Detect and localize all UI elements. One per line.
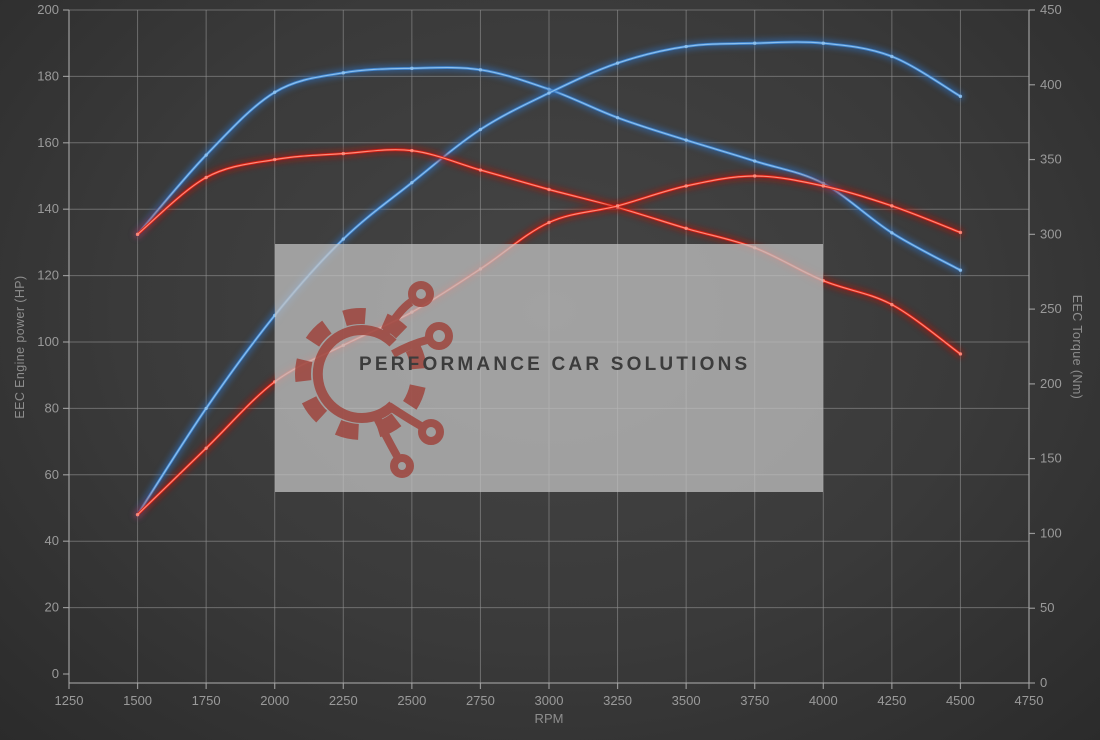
stock-torque-nm-point: [890, 302, 894, 307]
tuned-power-hp-point: [615, 61, 620, 65]
circuit-node: [418, 419, 444, 445]
right-tick-label: 50: [1040, 600, 1054, 615]
tuned-power-hp-point: [410, 180, 414, 185]
right-tick-label: 400: [1040, 77, 1062, 92]
tuned-torque-nm-point: [273, 90, 277, 94]
stock-power-hp-point: [821, 184, 825, 188]
tuned-power-hp-curve: [136, 41, 961, 516]
tuned-torque-nm-point: [478, 68, 483, 72]
right-tick-label: 150: [1040, 451, 1062, 466]
stock-power-hp-point: [958, 230, 963, 235]
tuned-power-hp-point: [958, 94, 963, 99]
x-tick-label: 1500: [123, 693, 152, 708]
watermark-text: PERFORMANCE CAR SOLUTIONS: [359, 354, 751, 375]
x-tick-label: 2750: [466, 693, 495, 708]
left-tick-label: 0: [52, 666, 59, 681]
x-tick-label: 2500: [397, 693, 426, 708]
x-tick-label: 1750: [192, 693, 221, 708]
tuned-torque-nm-point: [615, 115, 620, 120]
tuned-power-hp-point: [821, 41, 825, 45]
tick-labels: 1250 1500 1750 2000 2250 2500 2750 3000 3250 3500…: [37, 2, 1061, 708]
tuned-torque-nm-point: [684, 138, 688, 142]
tuned-power-hp-point: [890, 54, 894, 59]
x-tick-label: 2250: [329, 693, 358, 708]
right-tick-label: 0: [1040, 675, 1047, 690]
stock-power-hp-point: [684, 184, 688, 188]
x-tick-label: 3000: [535, 693, 564, 708]
left-axis-title: EEC Engine power (HP): [13, 275, 27, 419]
right-tick-label: 100: [1040, 525, 1062, 540]
x-tick-label: 4000: [809, 693, 838, 708]
stock-torque-nm-point: [135, 232, 140, 237]
tuned-torque-nm-point: [753, 159, 757, 163]
right-tick-label: 450: [1040, 2, 1062, 17]
circuit-node: [425, 322, 453, 350]
tuned-torque-nm-point: [341, 71, 345, 75]
circuit-node: [408, 281, 434, 307]
tuned-power-hp-point: [341, 237, 345, 241]
x-tick-label: 1250: [55, 693, 84, 708]
stock-torque-nm-point: [341, 151, 345, 156]
stock-power-hp-point: [135, 512, 140, 517]
tuned-power-hp-point: [753, 41, 757, 45]
circuit-trace: [391, 336, 429, 358]
left-tick-label: 80: [45, 400, 59, 415]
stock-torque-nm-point: [958, 352, 963, 356]
x-tick-label: 4500: [946, 693, 975, 708]
tuned-torque-nm-point: [204, 153, 208, 157]
curves: [133, 38, 965, 519]
stock-torque-nm-point: [684, 226, 688, 231]
right-tick-label: 300: [1040, 226, 1062, 241]
x-tick-label: 4750: [1015, 693, 1044, 708]
stock-torque-nm-point: [204, 175, 208, 180]
left-tick-label: 20: [45, 600, 59, 615]
stock-torque-nm-point: [273, 157, 277, 162]
left-tick-label: 200: [37, 2, 59, 17]
x-tick-label: 3250: [603, 693, 632, 708]
tuned-power-hp-point: [684, 44, 688, 49]
tuned-torque-nm-point: [890, 231, 894, 235]
tick-marks: [63, 9, 1035, 689]
stock-power-hp-point: [615, 204, 620, 208]
stock-torque-nm-point: [410, 148, 414, 153]
right-tick-label: 200: [1040, 376, 1062, 391]
stock-torque-nm-point: [478, 168, 483, 172]
tuned-torque-nm-point: [958, 268, 963, 272]
circuit-trace: [373, 416, 401, 458]
left-tick-label: 160: [37, 135, 59, 150]
tuned-torque-nm-point: [410, 66, 414, 71]
left-tick-label: 40: [45, 533, 59, 548]
right-tick-label: 350: [1040, 152, 1062, 167]
left-tick-label: 140: [37, 201, 59, 216]
x-axis-title: RPM: [534, 711, 564, 726]
right-tick-label: 250: [1040, 301, 1062, 316]
gear-circuit-logo: [295, 281, 453, 478]
x-tick-label: 3750: [740, 693, 769, 708]
x-tick-label: 4250: [877, 693, 906, 708]
stock-power-hp-point: [890, 204, 894, 208]
stock-power-hp-point: [547, 220, 551, 225]
tuned-power-hp-point: [478, 127, 483, 132]
circuit-trace: [381, 298, 414, 337]
circuit-trace: [386, 402, 423, 430]
x-tick-label: 3500: [672, 693, 701, 708]
gear-body: [312, 325, 397, 423]
circuit-node: [390, 454, 414, 478]
left-tick-label: 100: [37, 334, 59, 349]
stock-torque-nm-point: [547, 187, 551, 192]
left-tick-label: 60: [45, 467, 59, 482]
stock-power-hp-point: [753, 174, 757, 178]
stock-power-hp-point: [204, 446, 208, 450]
right-axis-title: EEC Torque (Nm): [1070, 294, 1084, 400]
watermark: PERFORMANCE CAR SOLUTIONS: [275, 244, 823, 492]
left-tick-label: 120: [37, 268, 59, 283]
tuned-power-hp-point: [204, 406, 208, 411]
left-tick-label: 180: [37, 68, 59, 83]
tuned-power-hp-point: [547, 91, 551, 95]
x-tick-label: 2000: [260, 693, 289, 708]
